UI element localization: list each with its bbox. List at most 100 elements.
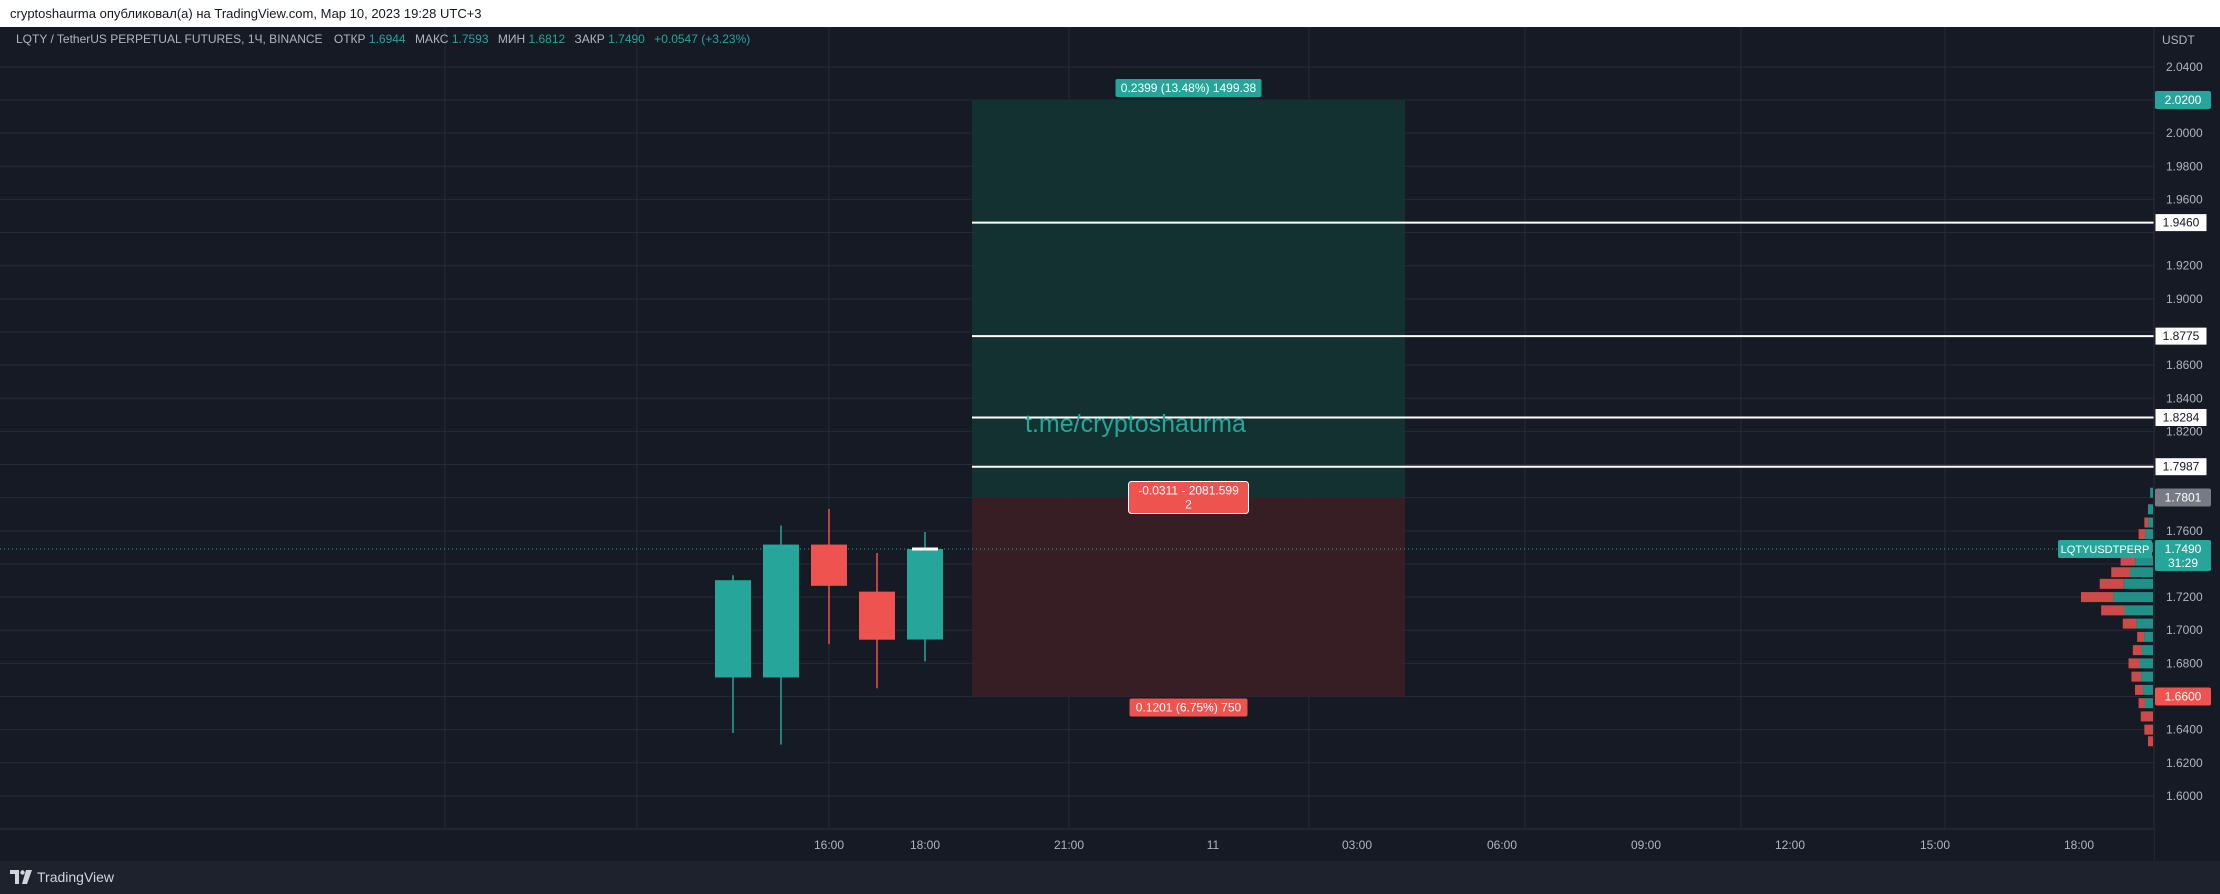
- volume-profile-bar-buy: [2123, 578, 2153, 589]
- price-tick-label: 2.0000: [2166, 126, 2203, 140]
- level-axis-tag: [2154, 407, 2208, 427]
- volume-profile-bar-buy: [2141, 645, 2153, 656]
- candle-body: [763, 544, 799, 678]
- chart-canvas[interactable]: 0.2399 (13.48%) 1499.38 -0.0311 - 2081.59…: [0, 27, 2220, 861]
- risk-reward-label-box: [1128, 481, 1249, 515]
- risk-reward-label-line2: 2: [1185, 498, 1192, 512]
- volume-profile-bar-buy: [2145, 698, 2153, 709]
- volume-profile-bar-sell: [2122, 618, 2137, 629]
- time-scale-bg[interactable]: [0, 829, 2154, 861]
- volume-profile-bar-buy: [2130, 567, 2153, 578]
- level-axis-label: 1.8775: [2163, 329, 2200, 343]
- price-tick-label: 1.8600: [2166, 358, 2203, 372]
- stop-label-box: [1129, 698, 1248, 717]
- volume-profile-bar-buy: [2139, 658, 2153, 669]
- volume-profile-bar-sell: [2135, 684, 2144, 695]
- price-tick-label: 1.9200: [2166, 259, 2203, 273]
- volume-profile-bar: [2144, 724, 2153, 735]
- price-scale-bg[interactable]: [2154, 27, 2220, 861]
- bar-countdown-label: 31:29: [2168, 556, 2198, 570]
- level-axis-tag: [2154, 326, 2208, 346]
- tradingview-logo[interactable]: TradingView: [10, 869, 114, 885]
- time-tick-label: 09:00: [1631, 838, 1661, 852]
- publish-info: cryptoshaurma опубликовал(а) на TradingV…: [0, 0, 2220, 27]
- price-tick-label: 1.6200: [2166, 756, 2203, 770]
- watermark-text: t.me/cryptoshaurma: [1025, 410, 1246, 438]
- legend-symbol: LQTY / TetherUS PERPETUAL FUTURES, 1Ч, B…: [16, 32, 323, 46]
- time-scale-ticks: 16:00 18:00 21:00 11 03:00 06:00 09:00 12:00 15:…: [814, 838, 2094, 852]
- volume-profile-bar-sell: [2111, 567, 2131, 578]
- volume-profile-bar-sell: [2132, 645, 2142, 656]
- legend-low-label: МИН: [498, 32, 525, 46]
- legend-close-label: ЗАКР: [575, 32, 605, 46]
- legend-high-label: МАКС: [415, 32, 449, 46]
- price-tick-label: 1.7000: [2166, 623, 2203, 637]
- volume-profile-bar-buy: [2124, 605, 2153, 616]
- price-tick-label: 1.7600: [2166, 524, 2203, 538]
- stop-label: 0.1201 (6.75%) 750: [1136, 701, 1242, 715]
- volume-profile-bar-sell: [2137, 631, 2145, 642]
- current-price-tag: [2155, 540, 2211, 572]
- level-axis-label: 1.8284: [2163, 410, 2200, 424]
- legend-high-value: 1.7593: [452, 32, 489, 46]
- tradingview-logo-icon: [10, 870, 32, 884]
- price-scale-unit: USDT: [2162, 33, 2195, 47]
- target-zone: [972, 100, 1405, 498]
- position-axis-label: 1.7801: [2165, 491, 2202, 505]
- stop-zone: [972, 497, 1405, 697]
- target-label: 0.2399 (13.48%) 1499.38: [1121, 81, 1257, 95]
- volume-profile-bar-sell: [2144, 517, 2149, 528]
- tradingview-brand: TradingView: [37, 869, 115, 885]
- candle-body: [715, 580, 751, 678]
- current-symbol-label: LQTYUSDTPERP: [2061, 544, 2150, 556]
- position-axis-tag: [2155, 488, 2211, 507]
- chart-area[interactable]: 0.2399 (13.48%) 1499.38 -0.0311 - 2081.59…: [0, 27, 2220, 861]
- legend-low-value: 1.6812: [529, 32, 566, 46]
- volume-profile-bar-sell: [2138, 529, 2146, 540]
- price-tick-label: 1.6000: [2166, 789, 2203, 803]
- price-tick-label: 2.0400: [2166, 60, 2203, 74]
- time-tick-label: 06:00: [1487, 838, 1517, 852]
- volume-profile-bar-buy: [2135, 555, 2153, 566]
- time-tick-label: 21:00: [1054, 838, 1084, 852]
- volume-profile-bar-sell: [2081, 592, 2114, 603]
- position-zones: [972, 100, 1405, 697]
- volume-profile-bar-buy: [2143, 684, 2153, 695]
- volume-profile-bar: [2147, 504, 2153, 515]
- legend-line: LQTY / TetherUS PERPETUAL FUTURES, 1Ч, B…: [16, 32, 750, 46]
- position-axis-tag: [2155, 91, 2211, 109]
- volume-profile-bar-sell: [2131, 671, 2142, 682]
- level-axis-label: 1.7987: [2163, 460, 2200, 474]
- risk-reward-label-line1: -0.0311 - 2081.599: [1138, 484, 1239, 498]
- volume-profile-bar-buy: [2136, 618, 2153, 629]
- price-tick-label: 1.7200: [2166, 590, 2203, 604]
- volume-profile-bar-buy: [2113, 592, 2153, 603]
- volume-profile-bar: [2147, 736, 2153, 747]
- position-axis-label: 1.6600: [2165, 690, 2202, 704]
- footer: TradingView: [0, 861, 2220, 894]
- level-axis-label: 1.9460: [2163, 216, 2200, 230]
- price-tick-label: 1.6800: [2166, 656, 2203, 670]
- price-scale-tags: 1.9460 1.8775 1.8284 1.7987 2.0200 1.7801 1.66…: [2058, 91, 2211, 706]
- current-price-label: 1.7490: [2165, 542, 2202, 556]
- candle-body: [859, 591, 895, 640]
- time-tick-label: 16:00: [814, 838, 844, 852]
- volume-profile-bar-sell: [2128, 658, 2140, 669]
- candle-body: [811, 544, 847, 586]
- volume-profile-bar-buy: [2148, 517, 2153, 528]
- target-label-box: [1115, 79, 1262, 97]
- volume-profile-bar-sell: [2099, 578, 2124, 589]
- legend-close-value: 1.7490: [608, 32, 645, 46]
- time-tick-label: 12:00: [1775, 838, 1805, 852]
- legend-change-value: +0.0547 (+3.23%): [654, 32, 750, 46]
- legend-open-value: 1.6944: [369, 32, 406, 46]
- position-axis-tag: [2155, 687, 2211, 706]
- level-axis-tag: [2154, 457, 2208, 477]
- candle-body: [907, 549, 943, 640]
- time-tick-label: 03:00: [1342, 838, 1372, 852]
- price-tick-label: 1.8400: [2166, 391, 2203, 405]
- price-scale-ticks: 1.6000 1.6200 1.6400 1.6800 1.7000 1.7200 1.76…: [2166, 60, 2203, 803]
- volume-profile-bar-sell: [2138, 698, 2146, 709]
- volume-profile-bar-sell: [2120, 555, 2136, 566]
